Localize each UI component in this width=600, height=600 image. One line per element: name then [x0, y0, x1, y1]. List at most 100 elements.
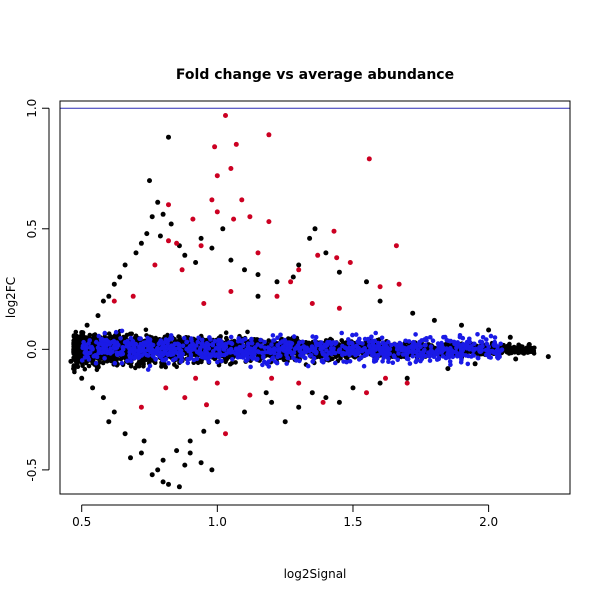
data-point — [309, 301, 315, 306]
data-point — [399, 347, 405, 353]
data-point — [272, 359, 278, 364]
data-point — [247, 214, 253, 220]
data-point — [214, 380, 220, 386]
data-point — [465, 361, 471, 367]
data-point — [166, 360, 171, 366]
data-point — [406, 345, 412, 350]
data-point — [357, 340, 363, 346]
data-point — [435, 352, 440, 357]
data-point — [255, 356, 260, 362]
data-point — [509, 350, 514, 356]
data-point — [486, 327, 492, 333]
data-point — [216, 354, 222, 360]
data-point — [71, 350, 76, 356]
data-point — [495, 344, 500, 349]
data-point — [406, 339, 412, 344]
data-point — [526, 342, 532, 347]
data-point — [356, 350, 362, 355]
data-point — [296, 380, 302, 386]
data-point — [146, 339, 152, 344]
data-point — [207, 335, 212, 340]
data-point — [274, 279, 280, 285]
data-point — [278, 332, 283, 338]
data-point — [185, 357, 190, 362]
data-point — [101, 338, 107, 343]
data-point — [97, 360, 102, 365]
data-point — [389, 342, 394, 348]
data-point — [201, 428, 207, 434]
data-point — [71, 366, 77, 372]
data-point — [410, 354, 416, 359]
data-point — [435, 341, 441, 346]
data-point — [247, 392, 253, 398]
data-point — [145, 367, 151, 372]
data-point — [152, 338, 158, 344]
data-point — [195, 339, 201, 345]
data-point — [434, 357, 440, 362]
data-point — [84, 345, 89, 351]
data-point — [488, 333, 494, 339]
chart-title: Fold change vs average abundance — [176, 67, 454, 83]
data-point — [366, 343, 372, 349]
data-point — [229, 341, 235, 347]
data-point — [219, 358, 224, 364]
data-point — [347, 359, 353, 364]
data-point — [364, 279, 369, 285]
data-point — [73, 344, 79, 349]
data-point — [73, 334, 79, 340]
data-point — [478, 339, 483, 345]
data-point — [431, 317, 437, 323]
data-point — [216, 341, 221, 347]
data-point — [510, 347, 516, 352]
data-point — [258, 344, 264, 349]
data-point — [133, 250, 139, 256]
data-point — [150, 353, 156, 358]
data-point — [228, 257, 234, 263]
data-point — [178, 359, 184, 364]
data-point — [116, 342, 121, 348]
data-point — [282, 337, 288, 343]
data-point — [102, 356, 107, 361]
data-point — [127, 341, 133, 347]
data-point — [157, 340, 163, 345]
data-point — [194, 343, 199, 348]
data-point — [237, 344, 242, 350]
blue-cloud — [79, 328, 505, 372]
data-point — [95, 345, 101, 351]
data-point — [234, 350, 239, 356]
data-point — [200, 341, 205, 346]
data-point — [132, 345, 137, 351]
data-point — [464, 342, 470, 348]
data-point — [486, 354, 492, 360]
data-point — [147, 178, 152, 184]
data-point — [269, 342, 274, 347]
data-point — [507, 341, 512, 347]
data-point — [160, 211, 166, 217]
data-point — [242, 409, 247, 415]
data-point — [189, 338, 194, 344]
data-point — [91, 353, 97, 359]
data-point — [440, 345, 446, 350]
data-point — [76, 347, 82, 352]
data-point — [82, 366, 88, 372]
data-point — [381, 355, 387, 361]
data-point — [471, 353, 477, 358]
data-point — [421, 349, 426, 355]
x-tick-label: 0.5 — [72, 515, 91, 529]
data-point — [228, 166, 234, 171]
data-point — [405, 356, 411, 362]
data-point — [373, 330, 379, 336]
data-point — [128, 363, 134, 369]
data-point — [106, 293, 112, 299]
data-point — [255, 293, 261, 299]
x-tick-label: 1.5 — [343, 515, 362, 529]
data-point — [209, 245, 215, 251]
data-point — [102, 330, 108, 336]
data-point — [336, 399, 342, 405]
data-point — [176, 484, 182, 490]
data-point — [280, 344, 286, 350]
data-point — [124, 332, 130, 338]
data-point — [271, 347, 277, 353]
data-point — [344, 359, 349, 365]
data-point — [187, 438, 193, 444]
